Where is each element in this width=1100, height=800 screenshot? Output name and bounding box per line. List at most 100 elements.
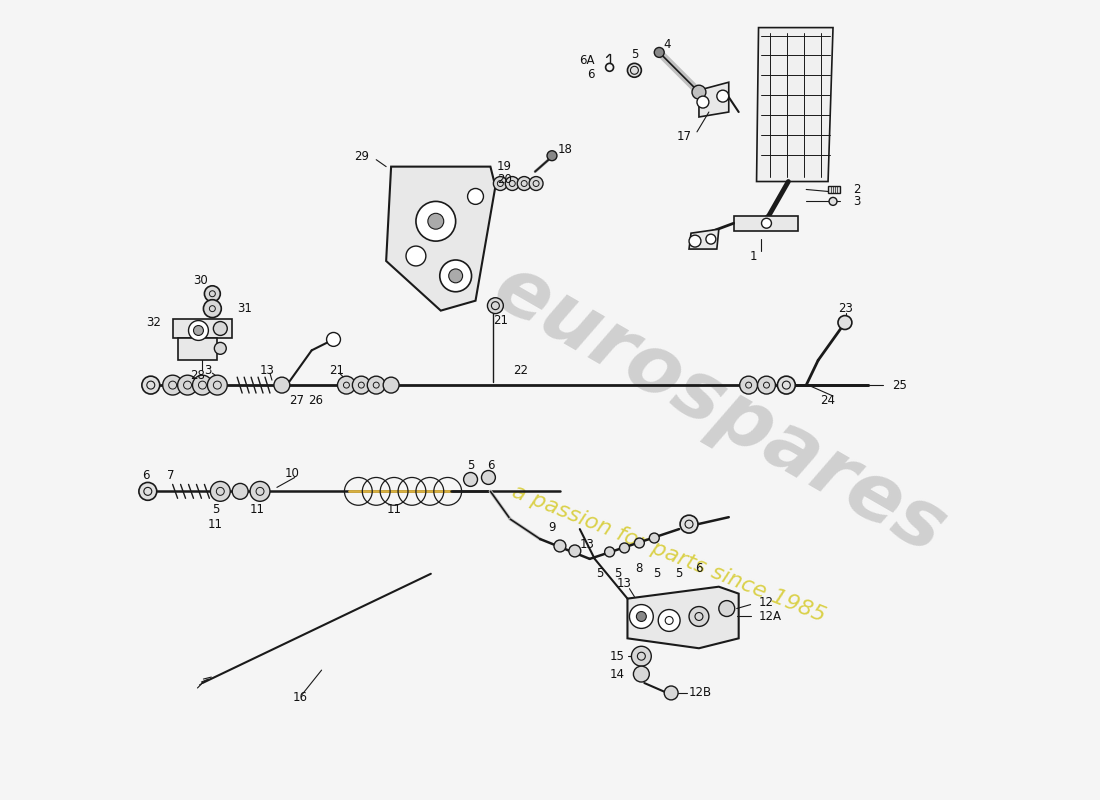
Circle shape <box>177 375 198 395</box>
Text: 26: 26 <box>308 394 323 406</box>
Circle shape <box>634 666 649 682</box>
Text: 21: 21 <box>493 314 508 327</box>
Circle shape <box>214 342 227 354</box>
Circle shape <box>689 235 701 247</box>
Circle shape <box>210 482 230 502</box>
Circle shape <box>463 473 477 486</box>
Circle shape <box>383 377 399 393</box>
Circle shape <box>637 611 647 622</box>
Circle shape <box>758 376 776 394</box>
Text: 25: 25 <box>892 378 907 392</box>
Circle shape <box>739 376 758 394</box>
Text: 7: 7 <box>167 469 175 482</box>
Text: 11: 11 <box>386 502 402 516</box>
Circle shape <box>717 90 728 102</box>
Circle shape <box>406 246 426 266</box>
Text: 13: 13 <box>260 364 274 377</box>
Circle shape <box>680 515 698 533</box>
Text: 19: 19 <box>497 160 512 173</box>
Text: 6: 6 <box>486 459 494 472</box>
Text: 11: 11 <box>208 518 223 530</box>
Polygon shape <box>757 28 833 182</box>
Circle shape <box>649 533 659 543</box>
Circle shape <box>194 326 204 335</box>
Circle shape <box>658 610 680 631</box>
Text: 23: 23 <box>838 302 854 315</box>
Text: 6: 6 <box>142 469 150 482</box>
Circle shape <box>204 300 221 318</box>
Polygon shape <box>627 586 739 648</box>
Circle shape <box>468 189 484 204</box>
Circle shape <box>449 269 463 283</box>
Polygon shape <box>698 82 728 117</box>
Circle shape <box>139 482 157 500</box>
Circle shape <box>692 86 706 99</box>
Text: 12A: 12A <box>759 610 781 623</box>
Circle shape <box>547 150 557 161</box>
Text: 12B: 12B <box>689 686 712 699</box>
Bar <box>828 186 840 194</box>
Circle shape <box>631 646 651 666</box>
Circle shape <box>428 214 443 229</box>
Circle shape <box>761 218 771 228</box>
Circle shape <box>213 322 228 335</box>
Text: 5: 5 <box>466 459 474 472</box>
Text: 6A: 6A <box>580 54 595 67</box>
Text: 20: 20 <box>497 173 512 186</box>
Text: 32: 32 <box>146 316 161 329</box>
Text: 22: 22 <box>513 364 528 377</box>
Circle shape <box>635 538 645 548</box>
Circle shape <box>627 63 641 78</box>
Text: 9: 9 <box>548 521 556 534</box>
Text: 5: 5 <box>596 567 603 580</box>
Circle shape <box>338 376 355 394</box>
Text: 30: 30 <box>194 274 208 287</box>
Circle shape <box>619 543 629 553</box>
Circle shape <box>517 177 531 190</box>
Circle shape <box>188 321 208 341</box>
Circle shape <box>664 686 678 700</box>
Circle shape <box>689 606 708 626</box>
Text: 5: 5 <box>614 567 622 580</box>
Circle shape <box>416 202 455 241</box>
Text: 10: 10 <box>285 467 299 480</box>
Circle shape <box>142 376 160 394</box>
Text: 5: 5 <box>211 502 219 516</box>
Text: a passion for parts since 1985: a passion for parts since 1985 <box>509 482 829 626</box>
Circle shape <box>706 234 716 244</box>
Text: 2: 2 <box>852 183 860 196</box>
Text: 15: 15 <box>609 650 625 662</box>
Circle shape <box>629 605 653 629</box>
Circle shape <box>569 545 581 557</box>
Circle shape <box>778 376 795 394</box>
Circle shape <box>605 547 615 557</box>
Circle shape <box>208 375 228 395</box>
Circle shape <box>718 601 735 617</box>
Text: 17: 17 <box>676 130 692 143</box>
Circle shape <box>440 260 472 292</box>
Polygon shape <box>177 338 218 360</box>
Circle shape <box>274 377 289 393</box>
Text: 16: 16 <box>293 691 307 705</box>
Text: 29: 29 <box>354 150 370 163</box>
Circle shape <box>697 96 708 108</box>
Circle shape <box>232 483 249 499</box>
Polygon shape <box>734 216 799 231</box>
Text: 6: 6 <box>695 562 703 575</box>
Text: 3: 3 <box>204 364 211 377</box>
Circle shape <box>192 375 212 395</box>
Text: 28: 28 <box>190 369 205 382</box>
Text: eurospares: eurospares <box>478 249 959 571</box>
Circle shape <box>482 470 495 485</box>
Text: 11: 11 <box>250 502 264 516</box>
Text: 14: 14 <box>609 667 625 681</box>
Text: 5: 5 <box>675 567 683 580</box>
Text: 5: 5 <box>653 567 661 580</box>
Text: 8: 8 <box>636 562 644 575</box>
Text: 21: 21 <box>329 364 344 377</box>
Circle shape <box>367 376 385 394</box>
Circle shape <box>494 177 507 190</box>
Text: 4: 4 <box>663 38 671 51</box>
Circle shape <box>205 286 220 302</box>
Text: 1: 1 <box>750 250 757 262</box>
